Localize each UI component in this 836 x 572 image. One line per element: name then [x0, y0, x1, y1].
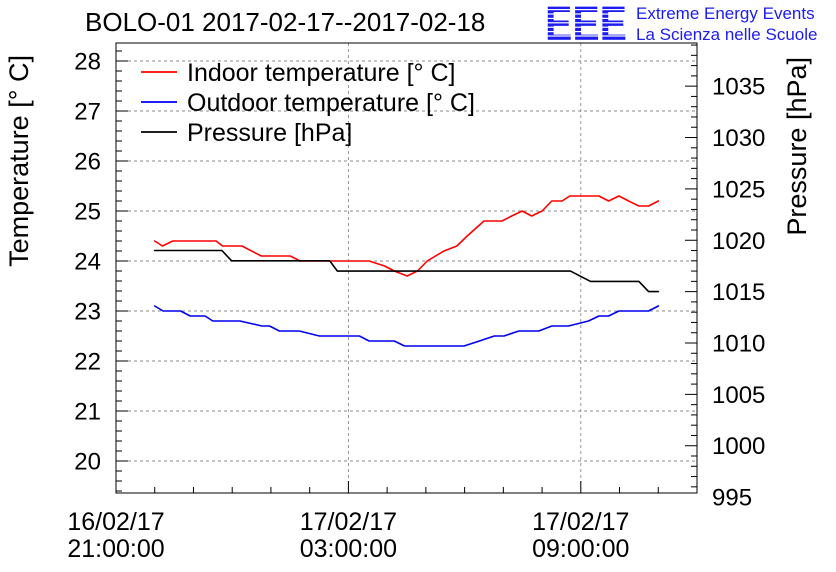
x-tick-time-label: 21:00:00 — [67, 535, 164, 563]
y-tick-label: 28 — [74, 49, 101, 76]
x-tick-date-label: 16/02/17 — [67, 508, 164, 536]
eee-logo-stripes — [540, 9, 632, 41]
eee-logo-stripe — [540, 31, 632, 33]
series-line-pressure-hpa — [153, 249, 660, 293]
eee-logo-line2: La Scienza nelle Scuole — [636, 25, 817, 44]
x-tick-time-label: 09:00:00 — [532, 535, 629, 563]
legend-item-pressure: Pressure [hPa] — [141, 119, 352, 147]
eee-logo-stripe — [540, 35, 632, 37]
y2-tick-label: 1005 — [712, 382, 765, 409]
series-line-indoor-temperature-c — [153, 195, 660, 277]
eee-logo-stripe — [540, 39, 632, 41]
eee-logo-stripe — [540, 9, 632, 11]
y-tick-label: 25 — [74, 199, 101, 226]
y2-tick-label: 1030 — [712, 125, 765, 152]
y-tick-label: 21 — [74, 399, 101, 426]
y2-tick-label: 1010 — [712, 331, 765, 358]
eee-logo-stripe — [540, 26, 632, 28]
y2-tick-label: 1015 — [712, 279, 765, 306]
y-tick-label: 27 — [74, 99, 101, 126]
legend-label-outdoor-temperature: Outdoor temperature [° C] — [187, 89, 475, 117]
legend-item-indoor-temperature: Indoor temperature [° C] — [141, 59, 455, 87]
y-tick-label: 23 — [74, 299, 101, 326]
axis-ticks — [115, 44, 697, 493]
y-tick-label: 22 — [74, 349, 101, 376]
grid — [116, 43, 697, 493]
y-tick-label: 26 — [74, 149, 101, 176]
y-axis-title: Temperature [° C] — [4, 55, 34, 267]
y2-tick-label: 1020 — [712, 228, 765, 255]
y-tick-label: 20 — [74, 449, 101, 476]
legend-label-pressure: Pressure [hPa] — [187, 119, 352, 147]
series-line-outdoor-temperature-c — [153, 305, 660, 347]
eee-logo-stripe — [540, 22, 632, 24]
eee-logo-stripe — [540, 13, 632, 15]
x-tick-date-label: 17/02/17 — [532, 508, 629, 536]
legend-item-outdoor-temperature: Outdoor temperature [° C] — [141, 89, 475, 117]
y2-tick-label: 1035 — [712, 74, 765, 101]
plot-frame — [115, 42, 698, 494]
chart-title: BOLO-01 2017-02-17--2017-02-18 — [85, 7, 485, 37]
legend-label-indoor-temperature: Indoor temperature [° C] — [187, 59, 455, 87]
eee-logo-stripe — [540, 17, 632, 19]
y2-tick-label: 1000 — [712, 433, 765, 460]
tick-labels: 20 21 22 23 24 25 26 27 28 995 1000 1005 1010 1015 102… — [67, 49, 765, 564]
y2-tick-label: 1025 — [712, 176, 765, 203]
y2-tick-label: 995 — [712, 485, 752, 512]
legend: Indoor temperature [° C] Outdoor tempera… — [141, 59, 475, 147]
eee-logo-line1: Extreme Energy Events — [636, 4, 815, 23]
x-tick-date-label: 17/02/17 — [300, 508, 397, 536]
y-tick-label: 24 — [74, 249, 101, 276]
y2-axis-title: Pressure [hPa] — [782, 57, 812, 236]
series-group — [153, 195, 660, 347]
x-tick-time-label: 03:00:00 — [300, 535, 397, 563]
eee-logo: EEE Extreme Energy Events La Scienza nel… — [540, 0, 817, 51]
